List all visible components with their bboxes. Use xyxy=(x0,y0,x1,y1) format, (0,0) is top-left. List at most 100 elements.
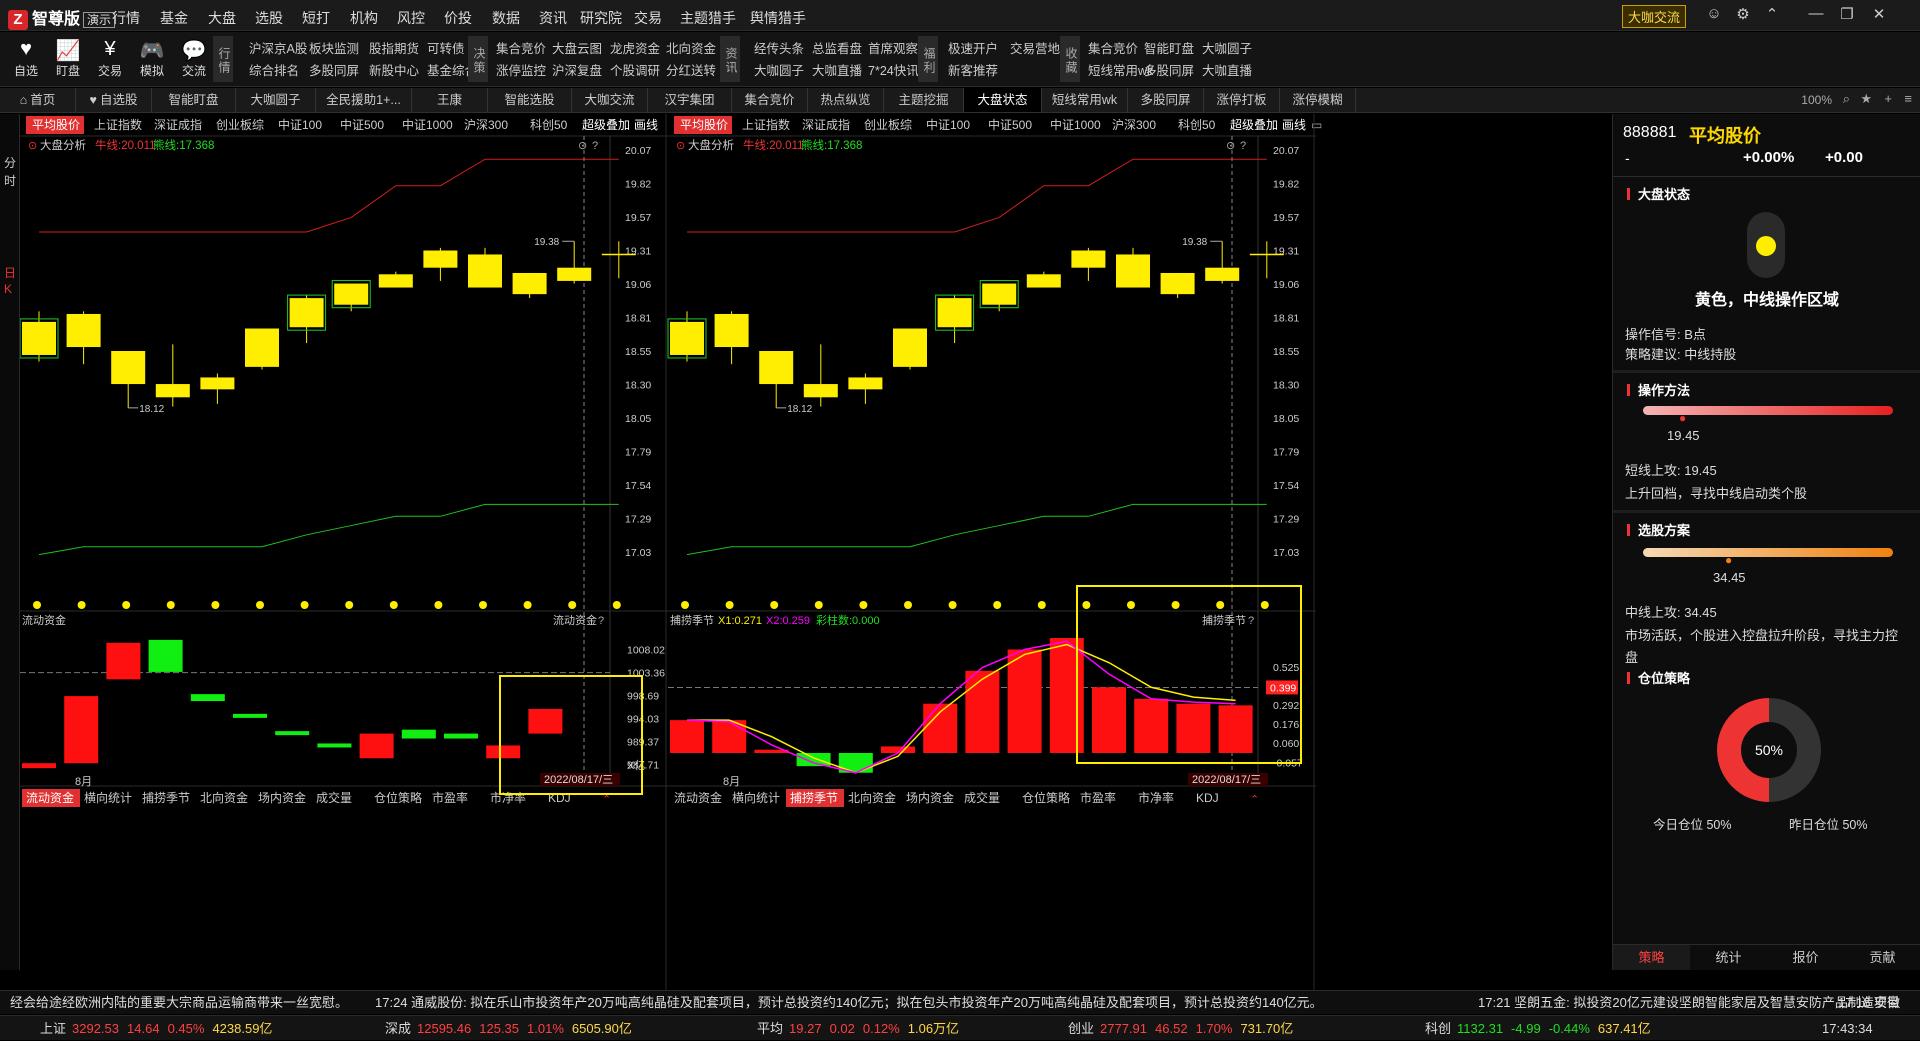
bottom-tab-1[interactable]: 横向统计 xyxy=(84,790,132,805)
bottom-tab-2[interactable]: 捕捞季节 xyxy=(790,790,838,805)
subtab-0[interactable]: 平均股价 xyxy=(680,118,728,132)
menu-6[interactable]: 风控 xyxy=(397,10,425,26)
menu-2[interactable]: 大盘 xyxy=(208,10,236,26)
bottom-tab-5[interactable]: 成交量 xyxy=(964,790,1000,805)
toolbar-link[interactable]: 多股同屏 xyxy=(1144,64,1195,78)
toolbar-chat-button[interactable]: 💬 交流 xyxy=(174,38,214,79)
close-icon[interactable]: ✕ xyxy=(1872,6,1886,23)
chart-panel-0[interactable]: 平均股价 上证指数 深证成指 创业板综 中证100 中证500 中证1000 沪深300 科创5… xyxy=(20,114,668,990)
tab-contribution[interactable]: 贡献 xyxy=(1869,950,1896,965)
bottom-tab-6[interactable]: 仓位策略 xyxy=(1022,790,1070,805)
index-2[interactable]: 平均 19.27 0.02 0.12% 1.06万亿 xyxy=(757,1016,959,1041)
subtab-9[interactable]: 超级叠加 xyxy=(1230,117,1278,132)
ticker-item-0[interactable]: 经会给途经欧洲内陆的重要大宗商品运输商带来一丝宽慰。 xyxy=(10,995,349,1010)
subtab-9[interactable]: 超级叠加 xyxy=(582,117,630,132)
subtab-2[interactable]: 深证成指 xyxy=(802,117,850,132)
subtab-7[interactable]: 沪深300 xyxy=(464,118,508,132)
menu-9[interactable]: 资讯 xyxy=(539,10,567,26)
index-1[interactable]: 深成 12595.46 125.35 1.01% 6505.90亿 xyxy=(385,1016,632,1041)
menu-3[interactable]: 选股 xyxy=(255,10,283,26)
index-4[interactable]: 科创 1132.31 -4.99 -0.44% 637.41亿 xyxy=(1425,1016,1651,1041)
subtab-5[interactable]: 中证500 xyxy=(988,117,1032,132)
help-icon[interactable]: ? xyxy=(1240,140,1246,152)
toolbar-link[interactable]: 分红送转 xyxy=(666,64,717,78)
chart-area[interactable]: 平均股价 上证指数 深证成指 创业板综 中证100 中证500 中证1000 沪深300 科创5… xyxy=(20,114,1612,990)
bottom-tab-2[interactable]: 捕捞季节 xyxy=(142,790,190,805)
settings-icon[interactable]: ⚙ xyxy=(1736,6,1750,23)
tab-15[interactable]: 涨停打板 xyxy=(1204,88,1280,112)
period-daily-2[interactable]: K xyxy=(4,282,13,296)
subtab-4[interactable]: 中证100 xyxy=(926,117,970,132)
toolbar-yen-button[interactable]: ¥ 交易 xyxy=(90,38,130,79)
tab-3[interactable]: 大咖圆子 xyxy=(236,88,316,112)
collapse-icon[interactable]: ⌃ xyxy=(602,794,611,806)
menu-4[interactable]: 短打 xyxy=(302,10,330,26)
subtab-4[interactable]: 中证100 xyxy=(278,117,322,132)
bottom-tab-8[interactable]: 市净率 xyxy=(1138,790,1174,805)
expert-chat-button[interactable]: 大咖交流 xyxy=(1622,5,1687,28)
season-pane[interactable]: 捕捞季节 X1:0.271 X2:0.259 彩柱数:0.000 捕捞季节 ? 0.525 0… xyxy=(668,585,1303,774)
toolbar-link[interactable]: 交易营地 xyxy=(1010,42,1061,56)
ticker-item-2[interactable]: 17:21 坚朗五金: 拟投资20亿元建设坚朗智能家居及智慧安防产品制造项目 xyxy=(1478,995,1900,1010)
minimize-icon[interactable]: — xyxy=(1808,5,1824,22)
tab-0[interactable]: ⌂ 首页 xyxy=(0,88,76,112)
bottom-tab-4[interactable]: 场内资金 xyxy=(258,790,306,805)
toolbar-link[interactable]: 大咖直播 xyxy=(1202,64,1253,78)
help-icon[interactable]: ? xyxy=(592,140,598,152)
toolbar-link[interactable]: 涨停监控 xyxy=(496,64,547,78)
subtab-10[interactable]: 画线 xyxy=(634,118,658,132)
bottom-tab-3[interactable]: 北向资金 xyxy=(200,790,248,805)
tab-2[interactable]: 智能盯盘 xyxy=(152,88,236,112)
menu-13[interactable]: 舆情猎手 xyxy=(750,10,806,26)
toolbar-link[interactable]: 智能盯盘 xyxy=(1144,42,1195,56)
toolbar-gamepad-button[interactable]: 🎮 模拟 xyxy=(132,38,172,79)
tab-stats[interactable]: 统计 xyxy=(1715,950,1742,965)
bottom-tab-0[interactable]: 流动资金 xyxy=(26,790,74,805)
subtab-3[interactable]: 创业板综 xyxy=(216,118,264,132)
toolbar-link[interactable]: 沪深京A股 xyxy=(249,42,308,56)
toolbar-link[interactable]: 集合竞价 xyxy=(496,42,547,56)
legend-collapse-icon[interactable]: ⊙ xyxy=(28,140,37,152)
toolbar-link[interactable]: 综合排名 xyxy=(249,64,300,78)
toolbar-link[interactable]: 大咖直播 xyxy=(812,64,863,78)
tab-9[interactable]: 集合竞价 xyxy=(732,88,808,112)
toolbar-link[interactable]: 大咖圆子 xyxy=(1202,42,1253,56)
subtab-6[interactable]: 中证1000 xyxy=(402,117,453,132)
toolbar-link[interactable]: 股指期货 xyxy=(369,42,420,56)
star-icon[interactable]: ★ xyxy=(1860,91,1872,106)
menu-12[interactable]: 主题猎手 xyxy=(680,10,736,26)
toolbar-link[interactable]: 龙虎资金 xyxy=(610,42,661,56)
subtab-10[interactable]: 画线 xyxy=(1282,118,1306,132)
period-daily-1[interactable]: 日 xyxy=(4,266,17,280)
settings-icon[interactable]: ⊙ xyxy=(1226,140,1235,152)
tab-menu-icon[interactable]: ≡ xyxy=(1904,91,1912,106)
bottom-tab-6[interactable]: 仓位策略 xyxy=(374,790,422,805)
help-icon[interactable]: ? xyxy=(598,615,604,627)
index-3[interactable]: 创业 2777.91 46.52 1.70% 731.70亿 xyxy=(1068,1016,1293,1041)
toolbar-link[interactable]: 大盘云图 xyxy=(552,42,603,56)
toolbar-link[interactable]: 个股调研 xyxy=(610,64,661,78)
toolbar-heart-button[interactable]: ♥ 自选 xyxy=(6,38,46,79)
toolbar-link[interactable]: 短线常用wk xyxy=(1088,64,1154,78)
settings-icon[interactable]: ⊙ xyxy=(578,140,587,152)
toolbar-link[interactable]: 板块监测 xyxy=(309,42,360,56)
search-icon[interactable]: ⌕ xyxy=(1842,91,1850,106)
subtab-0[interactable]: 平均股价 xyxy=(32,118,80,132)
tab-14[interactable]: 多股同屏 xyxy=(1128,88,1204,112)
tab-6[interactable]: 智能选股 xyxy=(488,88,572,112)
add-tab-icon[interactable]: + xyxy=(1884,91,1892,106)
bottom-tab-3[interactable]: 北向资金 xyxy=(848,790,896,805)
subtab-2[interactable]: 深证成指 xyxy=(154,117,202,132)
toolbar-link[interactable]: 大咖圆子 xyxy=(754,64,805,78)
flow-pane[interactable]: 流动资金 流动资金 ? 1008.02 1003.36 998.69 994.03 989.3… xyxy=(20,613,665,795)
menu-1[interactable]: 基金 xyxy=(160,10,188,26)
toolbar-link[interactable]: 首席观察室 xyxy=(868,42,931,56)
subtab-3[interactable]: 创业板综 xyxy=(864,118,912,132)
subtab-8[interactable]: 科创50 xyxy=(530,118,568,132)
tab-5[interactable]: 王康 xyxy=(412,88,488,112)
chart-panel-1[interactable]: 平均股价 上证指数 深证成指 创业板综 中证100 中证500 中证1000 沪深300 科创5… xyxy=(667,114,1322,990)
tab-7[interactable]: 大咖交流 xyxy=(572,88,648,112)
toolbar-link[interactable]: 基金综合 xyxy=(427,64,478,78)
toolbar-link[interactable]: 新客推荐 xyxy=(948,64,999,78)
toolbar-link[interactable]: 可转债 xyxy=(427,42,465,56)
